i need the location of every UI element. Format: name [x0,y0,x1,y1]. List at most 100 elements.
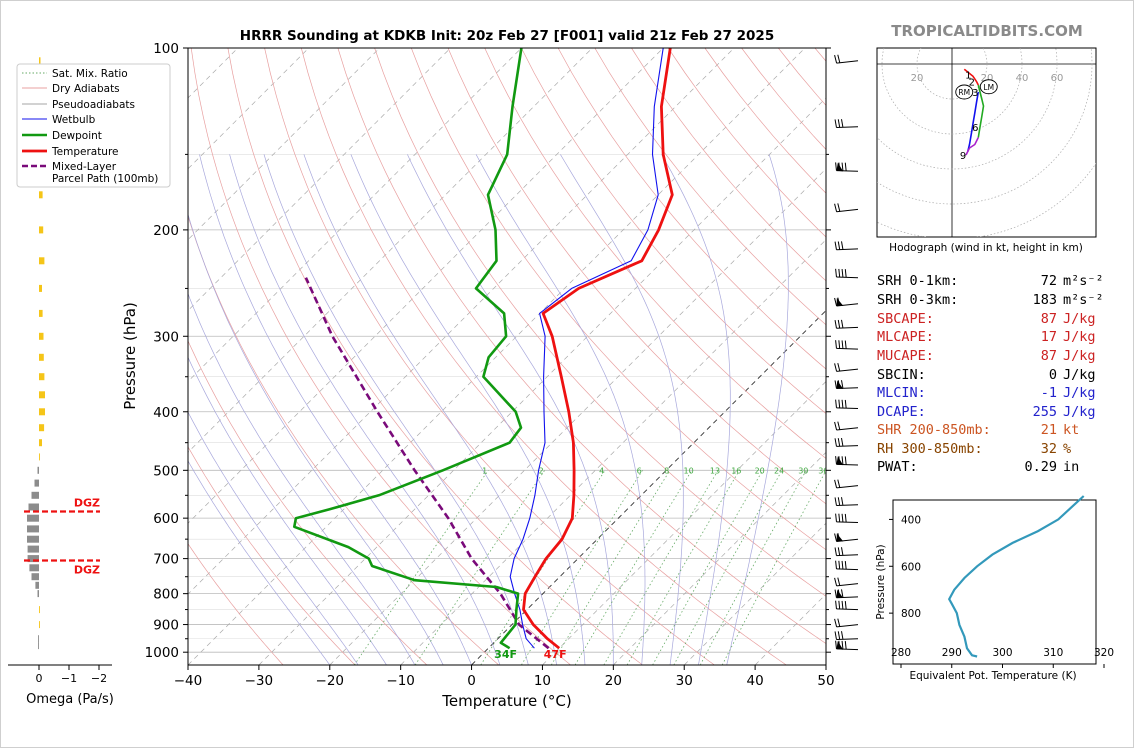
isotherm-line [613,451,826,665]
omega-bar [39,332,44,340]
wind-barb-staff [836,326,859,329]
wind-barb-flag [835,456,837,465]
hodograph-ring-label: 20 [981,73,994,84]
hodograph: 20 20 40 60 RM LM 123 6 9 Hodograph (wind in kt,… [876,47,1097,254]
omega-bar [34,479,39,487]
wind-barb-flag [834,421,838,431]
storm-motion-marker [979,79,998,95]
chart-title: HRRR Sounding at KDKB Init: 20z Feb 27 [… [240,28,774,44]
wind-barb-flag [837,421,841,430]
wind-barb-flag [837,547,841,556]
wind-barb [835,456,859,466]
hodograph-height-label: 6 [972,123,978,134]
wind-barb-pennant [836,640,844,650]
x-tick-label: −40 [174,673,203,689]
wind-barb-flag [834,589,837,598]
omega-bar [39,439,42,447]
x-tick-label: −10 [386,673,415,689]
theta-e-y-tick-label: 800 [901,608,921,620]
omega-bar [38,635,39,643]
isotherm-line [188,48,806,665]
pseudoadiabat-line [726,154,789,665]
pseudoadiabat-line [263,154,529,665]
mixing-ratio-label: 6 [637,467,642,476]
dry-adiabat-line [521,48,826,414]
wind-barb-flag [841,547,844,556]
index-label: SRH 0-3km: [877,292,959,308]
index-row: MLCAPE: 17 J/kg [877,329,1096,345]
wind-barb-flag [838,399,841,408]
index-value: 255 [1032,404,1057,420]
pseudoadiabat-line [188,411,359,665]
theta-e-y-tick-label: 600 [901,561,921,573]
omega-bar [39,408,45,416]
wind-barb-flag [834,363,838,372]
wind-barb [834,319,859,329]
wind-barb-staff [836,368,859,372]
y-tick-label: 200 [153,223,179,239]
isotherm-line [471,309,826,665]
wind-barb [834,577,859,587]
pseudoadiabat-line [350,154,586,665]
omega-bar [38,642,39,650]
hodograph-segment [977,84,985,138]
wind-barb-flag [838,600,841,610]
wind-barb-staff [836,504,859,507]
index-label: MLCIN: [877,385,926,401]
dewpoint-line [293,48,523,650]
mixing-ratio-label: 36 [818,467,828,476]
dry-adiabat-line [594,48,826,326]
index-unit: J/kg [1063,367,1096,383]
dry-adiabat-line [300,48,787,665]
index-value: -1 [1040,385,1057,401]
x-tick-label: 30 [676,673,693,689]
theta-e-x-tick-label: 320 [1094,647,1114,659]
watermark: TROPICALTIDBITS.COM [891,22,1083,40]
wind-barb [834,362,859,372]
isotherm-line [188,48,664,524]
skew-t-ylabel: Pressure (hPa) [121,302,139,410]
wind-barb [834,589,859,599]
wind-barb-staff [836,427,859,431]
wind-barb-flag [837,362,841,372]
wind-barb [834,547,859,557]
omega-bar [27,555,39,563]
dry-adiabat-line [374,48,826,597]
dry-adiabat-line [188,543,284,665]
index-row: SBCIN: 0 J/kg [877,367,1096,383]
wind-barb-flag [834,119,837,128]
theta-e-frame [892,499,1097,665]
wind-barb-flag [841,497,844,506]
wind-barb-staff [836,638,859,641]
wind-barb-flag [834,577,838,587]
mixing-ratio-line [603,470,719,665]
wind-barb [835,268,859,279]
omega-bar [39,621,40,629]
omega-bar [39,257,45,265]
legend-box [16,63,171,188]
mixing-ratio-line [721,470,826,665]
hodograph-ring [881,48,1023,135]
wind-barb [835,162,859,172]
wind-barb-flag [841,513,844,523]
isotherm-line [188,48,735,595]
wind-barb-flag [834,320,837,329]
index-row: SBCAPE: 87 J/kg [877,311,1096,327]
wind-barb-flag [841,241,844,250]
wind-barb-flag [835,513,837,522]
isotherm-line [542,380,826,665]
index-value: 32 [1040,441,1057,457]
wind-barb-staff [836,445,859,447]
wind-barb-flag [835,162,837,171]
wind-barb-flag [841,268,844,278]
theta-e-x-tick-label: 290 [942,647,962,659]
pseudoadiabat-line [407,154,614,665]
index-label: SBCAPE: [877,311,934,327]
wind-barb [834,631,859,641]
omega-bar [29,564,39,572]
index-label: SRH 0-1km: [877,273,959,289]
wind-barb-flag [841,380,844,389]
wind-barb [834,479,859,489]
mixing-ratio-label: 8 [664,467,669,476]
x-tick-label: 0 [467,673,476,689]
